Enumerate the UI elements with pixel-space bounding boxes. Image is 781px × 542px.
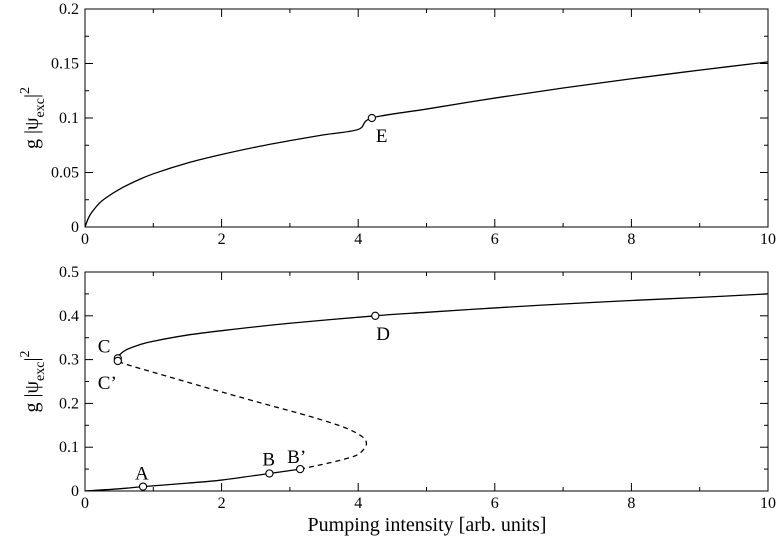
x-tick-label: 2 <box>218 231 226 248</box>
x-tick-label: 10 <box>760 231 776 248</box>
x-tick-label: 4 <box>354 231 362 248</box>
x-tick-label: 2 <box>218 495 226 512</box>
x-tick-label: 8 <box>627 231 635 248</box>
point-marker <box>113 356 122 366</box>
y-tick-label: 0.2 <box>59 1 79 18</box>
x-axis-title: Pumping intensity [arb. units] <box>308 514 547 536</box>
x-tick-label: 0 <box>81 231 89 248</box>
y-axis-title: g |ψexc|2 <box>18 87 48 149</box>
y-axis-title-main: g |ψ <box>21 117 43 149</box>
unstable-branch-line <box>117 360 368 470</box>
point-label: C <box>98 336 111 357</box>
y-tick-label: 0.4 <box>59 308 79 325</box>
point-label: A <box>135 464 149 485</box>
y-tick-label: 0.1 <box>59 110 79 127</box>
plot-frame <box>84 271 769 492</box>
y-axis-title-subscript: exc <box>33 362 48 381</box>
point-marker <box>371 311 380 320</box>
point-marker <box>265 469 274 478</box>
point-marker <box>367 113 377 123</box>
y-axis-title-superscript: 2 <box>18 87 33 94</box>
x-tick-label: 4 <box>354 495 362 512</box>
point-label: C’ <box>98 373 117 394</box>
y-axis-title-superscript: 2 <box>18 351 33 358</box>
y-tick-label: 0.2 <box>59 395 79 412</box>
y-tick-label: 0.3 <box>59 352 79 369</box>
point-marker <box>295 464 305 474</box>
point-label: E <box>376 126 388 147</box>
x-tick-label: 0 <box>81 495 89 512</box>
y-axis-title-bar: | <box>21 94 43 98</box>
x-tick-label: 8 <box>627 495 635 512</box>
point-label: B’ <box>287 447 306 468</box>
plot-frame <box>84 8 769 228</box>
y-tick-label: 0 <box>71 219 79 236</box>
y-axis-title-bar: | <box>21 358 43 362</box>
x-tick-label: 6 <box>491 495 499 512</box>
point-label: D <box>376 324 390 345</box>
y-tick-label: 0.1 <box>59 439 79 456</box>
stable-branch-line <box>117 293 769 359</box>
point-marker <box>138 482 148 491</box>
x-tick-label: 10 <box>760 495 776 512</box>
y-tick-label: 0.5 <box>59 264 79 281</box>
y-axis-title-main: g |ψ <box>21 380 43 412</box>
y-tick-label: 0.05 <box>51 165 79 182</box>
point-label: B <box>262 449 275 470</box>
x-tick-label: 6 <box>491 231 499 248</box>
stable-branch-line <box>84 61 769 228</box>
y-axis-title: g |ψexc|2 <box>18 351 48 413</box>
y-tick-label: 0 <box>71 483 79 500</box>
y-tick-label: 0.15 <box>51 56 79 73</box>
y-axis-title-subscript: exc <box>33 98 48 117</box>
